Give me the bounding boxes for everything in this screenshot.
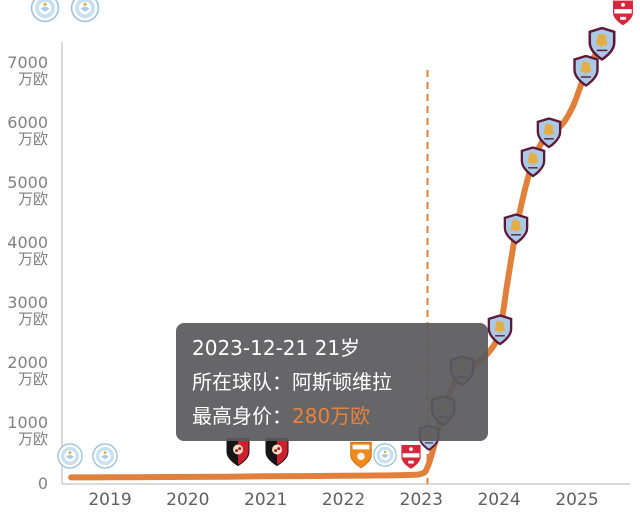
club-badge-aston-villa[interactable] [503, 213, 529, 245]
middlesbrough-icon [611, 0, 635, 27]
club-badge-man-city[interactable] [70, 0, 100, 25]
club-badge-middlesbrough[interactable] [399, 443, 424, 471]
club-badge-bournemouth[interactable] [224, 437, 251, 467]
bournemouth-icon [265, 438, 289, 467]
y-axis-tick: 5000 万欧 [7, 173, 48, 208]
y-axis-tick: 6000 万欧 [7, 113, 48, 148]
club-badge-man-city[interactable] [57, 441, 84, 471]
club-badge-bournemouth[interactable] [264, 437, 291, 467]
tooltip-value-text: 280万欧 [292, 404, 371, 428]
tooltip-team: 所在球队：阿斯顿维拉 [192, 365, 472, 399]
x-axis-tick: 2023 [399, 490, 443, 510]
x-axis-tick: 2020 [166, 490, 210, 510]
club-badge-aston-villa[interactable] [487, 314, 513, 346]
aston-villa-icon [536, 117, 562, 149]
y-axis-tick: 7000 万欧 [7, 53, 48, 88]
club-badge-man-city[interactable] [30, 0, 60, 25]
man-city-icon [30, 0, 59, 23]
y-axis-tick: 2000 万欧 [7, 353, 48, 388]
club-badge-man-city[interactable] [372, 441, 397, 469]
x-axis-tick: 2025 [555, 490, 599, 510]
middlesbrough-icon [400, 443, 423, 471]
aston-villa-icon [588, 27, 616, 62]
man-city-icon [57, 443, 84, 469]
aston-villa-icon [503, 213, 529, 245]
club-badge-aston-villa[interactable] [588, 27, 616, 62]
y-axis-tick: 0 [37, 474, 48, 493]
tooltip-date-age: 2023-12-21 21岁 [192, 336, 361, 360]
bournemouth-icon [226, 438, 250, 467]
tooltip-max-value: 最高身价：280万欧 [192, 399, 472, 433]
club-badge-middlesbrough[interactable] [610, 0, 636, 28]
aston-villa-icon [573, 54, 599, 87]
man-city-icon [372, 443, 397, 468]
club-badge-aston-villa[interactable] [536, 117, 562, 149]
aston-villa-icon [487, 314, 513, 346]
man-city-icon [92, 443, 119, 469]
club-badge-aston-villa[interactable] [520, 146, 546, 178]
man-city-icon [70, 0, 100, 23]
y-axis-tick: 1000 万欧 [7, 413, 48, 448]
tooltip-team-value: 阿斯顿维拉 [292, 370, 392, 394]
y-axis-tick: 4000 万欧 [7, 233, 48, 268]
club-badge-blackpool[interactable] [349, 441, 374, 469]
club-badge-man-city[interactable] [92, 441, 119, 471]
tooltip: 2023-12-21 21岁 所在球队：阿斯顿维拉 最高身价：280万欧 [176, 323, 488, 441]
tooltip-team-label: 所在球队： [192, 370, 292, 394]
x-axis-tick: 2024 [477, 490, 521, 510]
x-axis-tick: 2019 [88, 490, 132, 510]
tooltip-value-label: 最高身价： [192, 404, 292, 428]
blackpool-icon [350, 442, 373, 469]
x-axis-tick: 2022 [321, 490, 366, 510]
club-badge-aston-villa[interactable] [573, 54, 600, 87]
aston-villa-icon [520, 146, 545, 178]
x-axis-tick: 2021 [244, 490, 288, 510]
y-axis-tick: 3000 万欧 [7, 293, 48, 328]
